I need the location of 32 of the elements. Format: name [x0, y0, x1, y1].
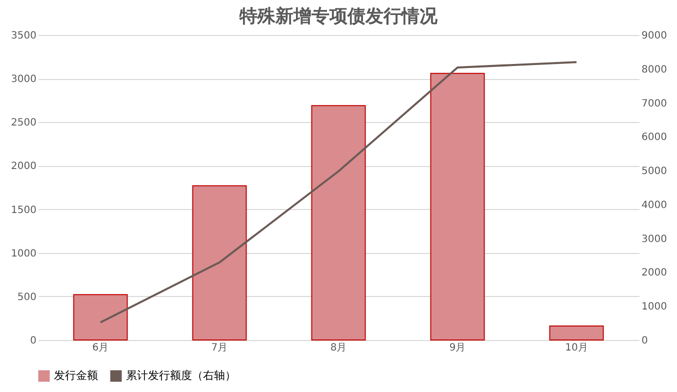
- x-tick-label: 9月: [449, 342, 466, 354]
- bar: [73, 294, 128, 340]
- y2-tick-label: 5000: [642, 166, 667, 178]
- y2-tick-label: 3000: [642, 234, 667, 245]
- y-tick-label: 3500: [11, 30, 36, 42]
- bar: [311, 105, 366, 340]
- legend-label: 累计发行额度（右轴）: [126, 369, 236, 382]
- y-tick-label: 0: [30, 336, 36, 346]
- x-tick-label: 6月: [92, 342, 109, 354]
- y2-tick-label: 6000: [642, 132, 667, 144]
- bar: [192, 185, 247, 340]
- chart-title: 特殊新增专项债发行情况: [238, 6, 438, 27]
- y-tick-label: 2500: [11, 118, 36, 129]
- y-tick-label: 1500: [11, 204, 36, 216]
- bar: [549, 326, 604, 340]
- y2-tick-label: 4000: [642, 200, 667, 211]
- bar: [430, 72, 485, 340]
- y-tick-label: 500: [17, 292, 36, 303]
- y-tick-label: 1000: [11, 248, 36, 260]
- y2-tick-label: 7000: [642, 98, 667, 110]
- x-tick-label: 7月: [211, 342, 228, 354]
- x-tick-label: 10月: [565, 342, 588, 354]
- y2-tick-label: 9000: [642, 30, 667, 42]
- y2-tick-label: 0: [642, 336, 648, 346]
- x-tick-label: 8月: [330, 342, 347, 354]
- line-series: [99, 61, 578, 324]
- y2-tick-label: 1000: [642, 302, 667, 313]
- y2-tick-label: 2000: [642, 268, 667, 279]
- y2-tick-label: 8000: [642, 64, 667, 76]
- legend-label: 发行金额: [54, 369, 98, 382]
- y-tick-label: 2000: [11, 161, 36, 172]
- y-tick-label: 3000: [11, 74, 36, 86]
